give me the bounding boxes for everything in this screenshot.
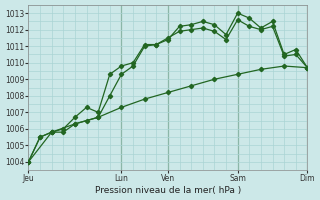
X-axis label: Pression niveau de la mer( hPa ): Pression niveau de la mer( hPa ) — [95, 186, 241, 195]
